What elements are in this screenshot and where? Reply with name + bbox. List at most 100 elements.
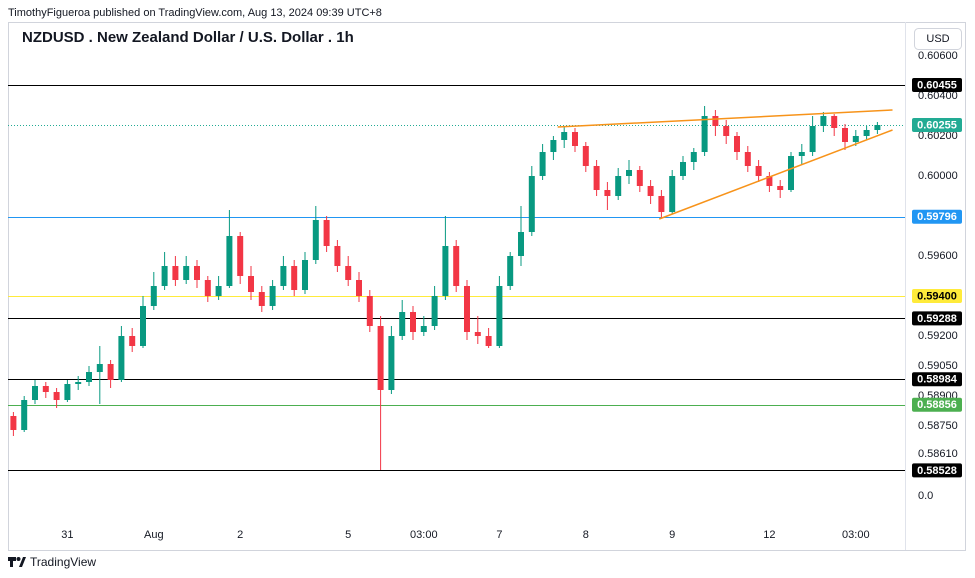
candle-body	[593, 166, 600, 190]
candle-body	[334, 246, 341, 266]
candle-body	[161, 266, 168, 286]
candle-body	[323, 220, 330, 246]
candle-body	[820, 116, 827, 126]
candle-body	[21, 400, 28, 430]
price-label: 0.58856	[917, 399, 957, 411]
candle-body	[485, 336, 492, 346]
candle-body	[420, 326, 427, 332]
candle-body	[755, 166, 762, 176]
brand-logo	[8, 557, 26, 567]
candle-body	[399, 312, 406, 336]
candle-body	[248, 276, 254, 292]
y-tick-label: 0.58750	[918, 420, 958, 432]
currency-button[interactable]	[914, 28, 962, 50]
candle-body	[658, 196, 665, 212]
price-label: 0.59400	[917, 290, 957, 302]
price-label: 0.59288	[917, 313, 957, 325]
candle-body	[345, 266, 352, 280]
x-tick-label: 2	[237, 529, 243, 541]
y-tick-label: 0.60000	[918, 170, 958, 182]
x-tick-label: 5	[345, 529, 351, 541]
candle-body	[701, 116, 708, 152]
trendline	[557, 109, 893, 128]
candle-body	[53, 392, 60, 400]
price-label: 0.60455	[917, 79, 957, 91]
x-tick-label: 9	[669, 529, 675, 541]
y-tick-label: 0.60600	[918, 50, 958, 62]
candle-body	[32, 386, 38, 400]
candle-body	[809, 126, 816, 152]
y-tick-label: 0.60400	[918, 90, 958, 102]
candle-body	[723, 126, 730, 136]
price-label: 0.60255	[917, 119, 957, 131]
currency-label: USD	[926, 33, 949, 45]
candle-body	[863, 130, 870, 136]
attribution: TimothyFigueroa published on TradingView…	[8, 7, 382, 19]
candle-body	[258, 292, 265, 306]
x-tick-label: 03:00	[410, 529, 438, 541]
x-tick-label: Aug	[144, 529, 164, 541]
candle-body	[852, 136, 859, 142]
candle-body	[561, 132, 568, 140]
x-tick-label: 03:00	[842, 529, 870, 541]
candle-body	[615, 176, 622, 196]
candle-body	[215, 286, 222, 296]
candle-body	[766, 176, 773, 186]
candle-body	[302, 260, 308, 290]
price-label-box	[912, 372, 962, 387]
price-label-box	[912, 463, 962, 478]
candle-body	[680, 162, 686, 176]
brand: TradingView	[30, 555, 96, 569]
candle-body	[129, 336, 136, 346]
chart-frame	[8, 22, 966, 551]
trendline	[658, 129, 893, 220]
candle-body	[518, 232, 524, 256]
candle-body	[453, 246, 460, 286]
candle-body	[75, 382, 82, 384]
price-label-box	[912, 118, 962, 132]
chart-title: NZDUSD . New Zealand Dollar / U.S. Dolla…	[22, 29, 354, 46]
x-tick-label: 12	[763, 529, 775, 541]
candle-body	[528, 176, 535, 232]
x-tick-label: 8	[583, 529, 589, 541]
price-label-box	[912, 209, 962, 224]
candle-body	[356, 280, 362, 296]
candle-body	[874, 125, 881, 130]
candle-body	[366, 296, 373, 326]
candle-body	[107, 364, 114, 380]
y-tick-label: 0.59050	[918, 360, 958, 372]
y-tick-label: 0.59200	[918, 330, 958, 342]
candle-body	[572, 132, 578, 146]
candle-body	[507, 256, 514, 286]
candle-body	[831, 116, 838, 128]
candle-body	[280, 266, 287, 286]
candle-body	[140, 306, 146, 346]
candle-body	[496, 286, 503, 346]
candle-body	[788, 156, 794, 190]
candle-body	[842, 128, 848, 142]
price-label-box	[912, 311, 962, 326]
candle-body	[669, 176, 676, 212]
candle-body	[388, 336, 395, 390]
candle-body	[582, 146, 589, 166]
candle-body	[237, 236, 244, 276]
price-label-box	[912, 78, 962, 92]
candle-body	[690, 152, 697, 162]
candle-body	[291, 266, 298, 290]
candle-body	[86, 372, 92, 382]
candle-body	[744, 152, 751, 166]
candle-body	[312, 220, 319, 260]
candle-body	[626, 170, 632, 176]
x-tick-label: 7	[496, 529, 502, 541]
candle-body	[798, 152, 805, 156]
price-label-box	[912, 289, 962, 303]
y-tick-label: 0.0	[918, 490, 933, 502]
candle-body	[10, 416, 17, 430]
candle-body	[734, 136, 740, 152]
candle-body	[150, 286, 157, 306]
price-label: 0.59796	[917, 211, 957, 223]
candle-body	[442, 246, 449, 296]
candle-body	[636, 170, 643, 186]
candle-body	[226, 236, 233, 286]
